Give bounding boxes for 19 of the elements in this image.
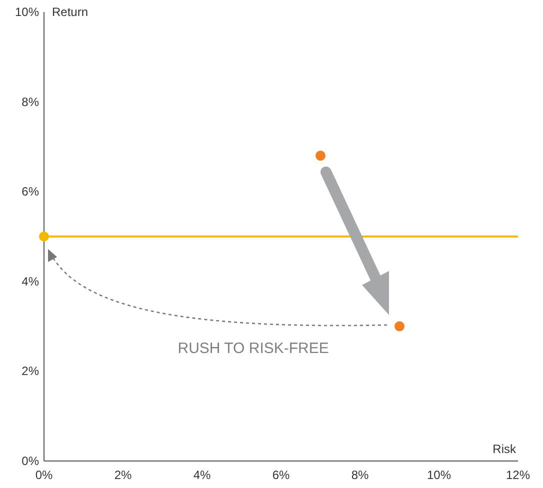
x-tick-label: 10% [426, 468, 452, 482]
x-tick-label: 12% [506, 468, 530, 482]
x-tick-label: 0% [35, 468, 53, 482]
x-tick-label: 6% [272, 468, 290, 482]
y-tick-label: 8% [22, 94, 40, 109]
y-tick-label: 4% [22, 274, 40, 288]
x-axis-title: Risk [492, 442, 517, 456]
y-tick-label: 10% [14, 5, 40, 19]
annotation: RUSH TO RISK-FREE [178, 340, 329, 358]
x-tick-label: 2% [114, 468, 132, 482]
y-tick-label: 6% [22, 184, 40, 199]
y-tick-label: 2% [22, 364, 40, 378]
point [394, 321, 404, 332]
x-tick-label: 4% [193, 468, 211, 482]
x-tick-label: 8% [351, 468, 369, 482]
y-tick-label: 0% [22, 454, 40, 468]
point [39, 232, 49, 242]
point [316, 150, 326, 161]
y-axis-title: Return [52, 5, 88, 19]
